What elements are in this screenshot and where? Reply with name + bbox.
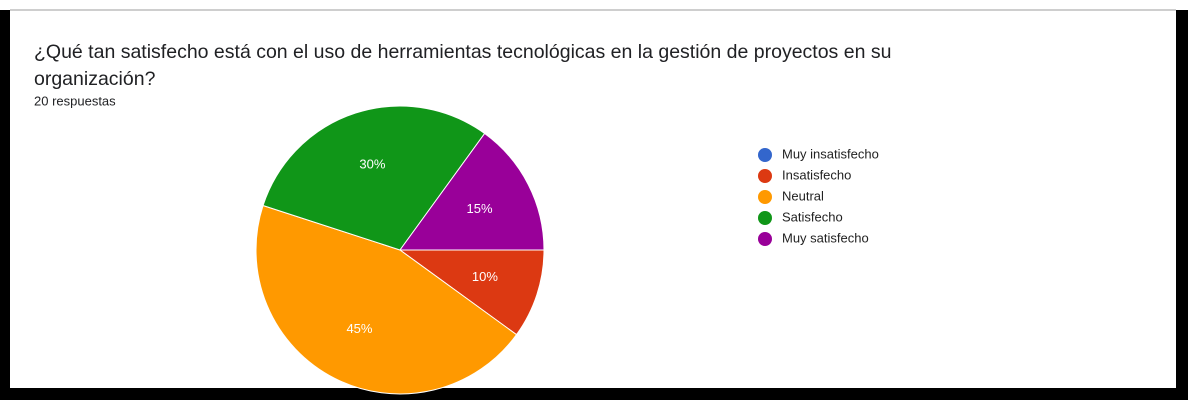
legend-label: Insatisfecho [782,167,851,182]
chart-subtitle: 20 respuestas [34,93,116,108]
left-border [0,10,10,400]
pie-slice [262,105,486,251]
legend-label: Satisfecho [782,209,843,224]
legend-swatch [758,169,772,183]
legend-swatch [758,232,772,246]
data-label: 45% [346,321,372,336]
data-label: 15% [467,201,493,216]
pie-slice [398,249,545,336]
legend-swatch [758,148,772,162]
legend-label: Muy satisfecho [782,230,869,245]
pie-slice [255,204,518,395]
legend-label: Neutral [782,188,824,203]
pie-slice [399,132,545,251]
bottom-border [0,388,1188,400]
legend-swatch [758,190,772,204]
legend-label: Muy insatisfecho [782,146,879,161]
data-label: 10% [472,269,498,284]
right-border [1176,10,1188,400]
chart-title: ¿Qué tan satisfecho está con el uso de h… [34,41,891,90]
legend-swatch [758,211,772,225]
data-label: 30% [359,157,385,172]
